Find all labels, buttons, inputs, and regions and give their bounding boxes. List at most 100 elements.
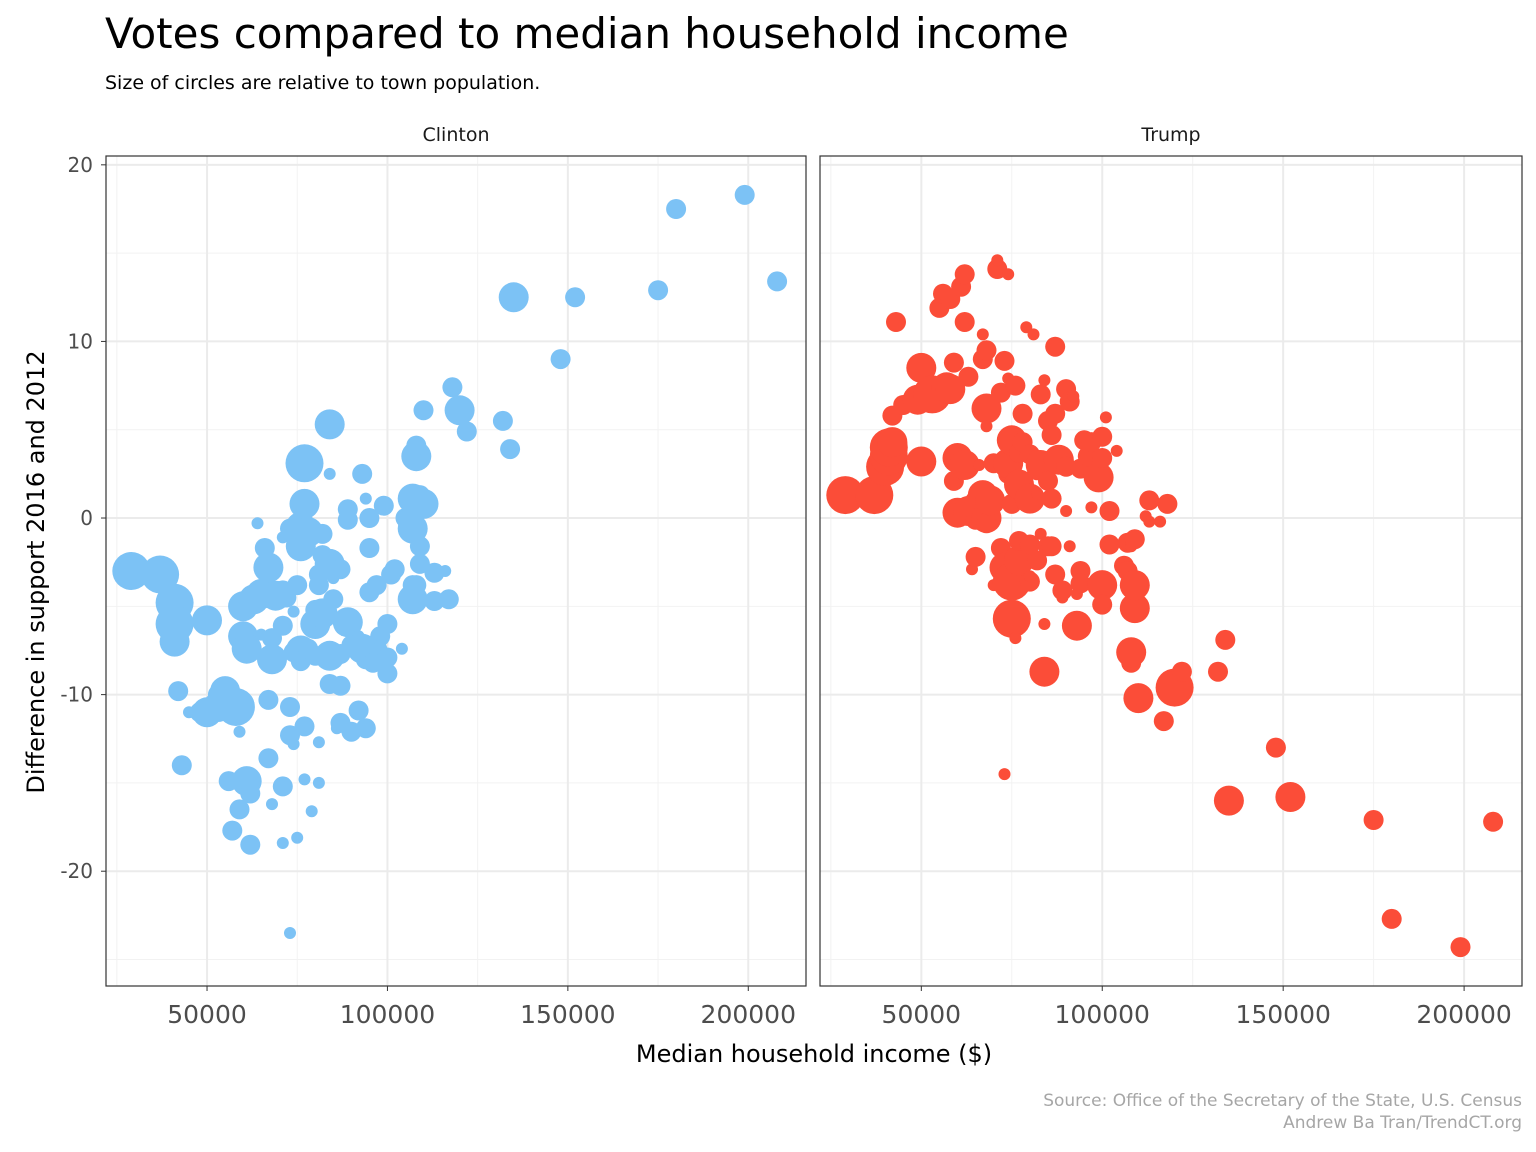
data-point-clinton [413,400,434,421]
data-point-clinton [257,644,287,675]
data-point-trump [1123,683,1154,714]
data-point-trump [958,366,979,387]
data-point-trump [1124,529,1145,550]
data-point-clinton [323,589,344,610]
data-point-trump [1208,661,1228,682]
data-point-clinton [359,492,372,505]
data-point-trump [1041,536,1062,557]
data-point-trump [1092,594,1113,615]
data-point-clinton [305,805,318,818]
data-point-clinton [141,555,180,594]
data-point-trump [1041,488,1062,509]
data-point-trump [994,350,1015,371]
data-point-trump [1038,470,1058,491]
x-tick-label: 100000 [340,1000,435,1029]
data-point-trump [1067,390,1080,403]
data-point-clinton [289,488,320,519]
data-point-clinton [734,184,755,205]
data-point-clinton [395,642,408,655]
data-point-trump [1139,490,1160,511]
data-point-clinton [384,559,405,580]
data-point-clinton [666,199,687,219]
data-point-clinton [498,282,529,313]
data-point-trump [1014,483,1045,514]
data-point-trump [971,393,1002,424]
data-point-trump [1450,937,1471,958]
data-point-trump [1085,501,1098,514]
data-point-trump [1381,908,1402,929]
data-point-trump [992,599,1031,638]
data-point-trump [976,340,997,361]
data-point-trump [1110,444,1123,457]
data-point-trump [1087,570,1118,601]
data-point-trump [1052,580,1073,601]
data-point-trump [1143,515,1156,528]
data-point-clinton [492,410,513,431]
data-point-clinton [374,639,387,652]
data-point-trump [965,546,986,567]
data-point-clinton [366,575,387,596]
data-point-clinton [294,716,315,737]
data-point-clinton [456,421,477,442]
data-point-clinton [266,798,278,811]
data-point-trump [826,476,865,515]
y-tick-label: -20 [60,859,93,883]
data-point-clinton [406,435,427,456]
data-point-clinton [550,349,571,370]
data-point-clinton [438,589,459,610]
data-point-clinton [355,718,376,739]
data-point-clinton [192,605,222,636]
data-point-clinton [253,552,284,583]
data-point-clinton [500,439,521,460]
data-point-trump [1045,336,1066,357]
data-point-clinton [767,271,788,292]
data-point-trump [1116,637,1147,668]
facet-clinton: Clinton [105,124,807,987]
data-point-trump [1070,573,1091,594]
y-tick-label: 20 [68,153,93,177]
data-point-clinton [409,553,430,574]
data-point-trump [1023,570,1036,583]
facet-label-trump: Trump [1140,124,1200,146]
y-tick-label: 10 [68,329,93,353]
data-point-trump [998,768,1011,781]
data-point-clinton [406,575,427,596]
data-point-trump [1099,411,1112,424]
data-point-clinton [287,575,308,596]
data-point-clinton [224,690,255,721]
data-point-clinton [377,647,398,668]
data-point-clinton [229,799,250,820]
data-point-clinton [648,280,669,301]
data-point-clinton [291,831,304,844]
data-point-trump [949,450,980,480]
data-point-clinton [272,776,293,797]
data-point-clinton [337,499,358,520]
data-point-trump [1060,505,1073,517]
x-tick-label: 50000 [882,1000,962,1029]
data-point-clinton [352,463,373,484]
data-point-clinton [397,513,428,544]
data-point-trump [1045,403,1066,424]
y-tick-label: 0 [80,506,93,530]
data-point-trump [1029,656,1060,687]
data-point-clinton [272,615,293,636]
data-point-trump [1083,462,1114,493]
data-point-trump [1275,782,1306,812]
panel-border [105,155,807,987]
data-point-clinton [280,697,300,717]
data-point-trump [1045,564,1066,585]
x-tick-label: 50000 [167,1000,247,1029]
data-point-trump [1213,785,1244,816]
data-point-clinton [298,773,311,786]
x-tick-label: 200000 [1416,1000,1511,1029]
data-point-clinton [332,607,363,638]
y-axis-label: Difference in support 2016 and 2012 [22,350,50,793]
source-line: Source: Office of the Secretary of the S… [1043,1091,1522,1111]
data-point-trump [1153,711,1174,732]
data-point-trump [886,312,906,332]
data-point-trump [973,459,986,471]
data-point-trump [1063,540,1076,553]
x-tick-label: 150000 [520,1000,615,1029]
data-point-trump [954,264,975,285]
